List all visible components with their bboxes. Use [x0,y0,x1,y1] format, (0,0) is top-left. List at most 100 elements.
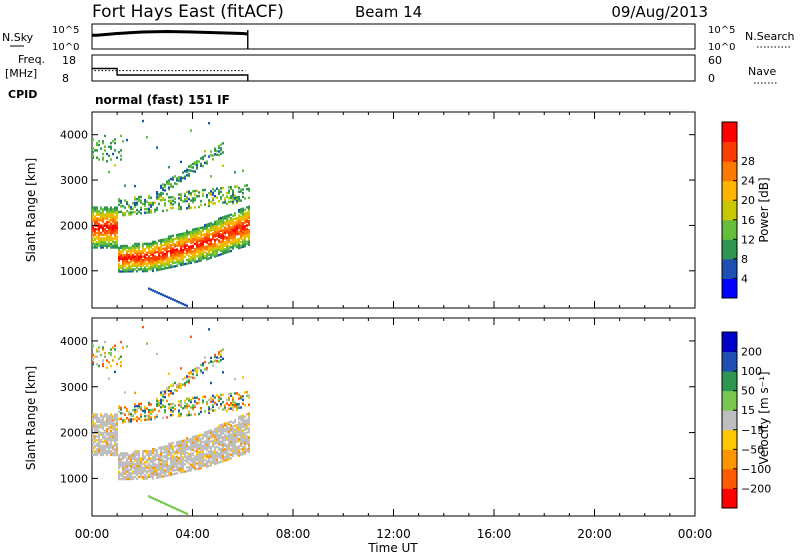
range-gate-cell [176,452,178,455]
range-gate-cell [212,364,214,367]
range-gate-cell [240,418,242,422]
range-gate-cell [216,403,218,406]
range-gate-cell [166,467,168,470]
time-tick-label: 04:00 [175,527,210,541]
range-gate-cell [92,415,94,418]
range-gate-cell [114,417,116,420]
range-gate-cell [244,230,246,233]
noise-left-tick-bottom: 10^0 [52,42,79,53]
range-gate-cell [194,446,196,449]
range-gate-cell [186,240,188,244]
range-gate-cell [148,401,150,405]
range-gate-cell [200,235,202,239]
range-gate-cell [134,255,136,258]
range-gate-cell [110,147,112,150]
range-gate-cell [198,401,200,405]
range-gate-cell [240,224,242,227]
range-gate-cell [120,250,122,253]
range-gate-cell [106,217,108,220]
range-gate-cell [232,436,234,439]
range-gate-cell [242,169,244,172]
range-gate-cell [206,443,208,446]
range-gate-cell [108,244,110,247]
range-gate-cell [218,454,220,457]
range-gate-cell [174,408,176,411]
range-gate-cell [214,224,216,227]
range-gate-cell [194,455,196,458]
range-gate-cell [166,266,168,270]
range-gate-cell [244,446,246,450]
range-gate-cell [126,255,128,259]
range-gate-cell [172,506,174,509]
time-tick-label: 12:00 [376,527,411,541]
range-gate-cell [146,253,148,256]
range-gate-cell [208,361,210,365]
range-gate-cell [162,183,164,186]
range-gate-cell [184,170,186,173]
range-gate-cell [162,209,164,213]
range-gate-cell [146,257,148,260]
range-gate-cell [198,439,200,443]
range-gate-cell [108,420,110,424]
range-gate-cell [112,417,114,420]
range-gate-cell [128,470,130,473]
range-gate-cell [246,442,248,445]
range-gate-cell [226,453,228,456]
range-gate-cell [126,466,128,470]
range-gate-cell [150,251,152,254]
range-gate-cell [206,241,208,245]
range-gate-cell [164,294,166,298]
range-gate-cell [174,389,176,392]
range-gate-cell [234,428,236,431]
range-gate-cell [152,269,154,273]
range-gate-cell [242,423,244,427]
range-gate-cell [174,404,176,407]
range-gate-cell [124,470,126,473]
range-gate-cell [122,214,124,217]
range-gate-cell [124,406,126,409]
range-gate-cell [92,433,94,436]
range-gate-cell [238,216,240,219]
range-gate-cell [226,447,228,450]
range-gate-cell [178,440,180,443]
range-gate-cell [206,258,208,261]
noise-right-tick-top: 10^5 [708,25,735,36]
range-gate-cell [182,383,184,386]
range-gate-cell [198,232,200,235]
range-gate-cell [202,228,204,231]
range-gate-cell [138,464,140,468]
range-gate-cell [196,366,198,369]
range-gate-cell [240,453,242,457]
range-gate-cell [152,258,154,262]
range-gate-cell [114,439,116,442]
range-gate-cell [220,249,222,252]
range-gate-cell [166,261,168,264]
range-gate-cell [190,239,192,243]
range-gate-cell [154,455,156,458]
range-gate-cell [162,251,164,254]
range-gate-cell [238,230,240,234]
range-gate-cell [220,216,222,220]
range-gate-cell [172,252,174,256]
range-gate-cell [198,245,200,248]
range-gate-cell [160,292,162,296]
range-gate-cell [152,240,154,244]
velocity-colorbar-segment [722,449,737,470]
range-gate-cell [196,455,198,458]
range-gate-cell [116,444,118,447]
range-gate-cell [220,425,222,429]
range-gate-cell [166,263,168,266]
range-gate-cell [206,160,208,163]
range-gate-cell [118,270,120,273]
range-gate-cell [114,222,116,226]
range-gate-cell [152,462,154,466]
range-gate-cell [210,381,212,385]
range-gate-cell [160,393,162,396]
range-gate-cell [172,254,174,257]
range-gate-cell [228,430,230,433]
range-gate-cell [246,426,248,429]
range-gate-cell [248,439,250,443]
range-gate-cell [248,236,250,239]
range-gate-cell [126,252,128,255]
range-gate-cell [160,251,162,255]
